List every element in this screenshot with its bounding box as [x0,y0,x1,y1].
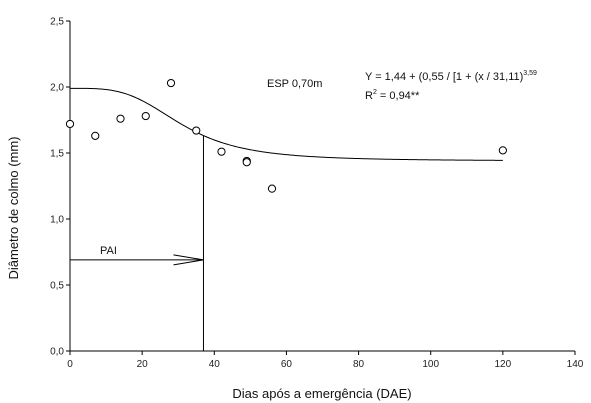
y-tick-label: 2,0 [50,83,64,94]
data-point [65,119,75,129]
pai-arrowhead [173,254,204,266]
equation-exponent: 3,59 [523,70,537,77]
x-tick-label: 80 [353,359,365,370]
x-axis-label: Dias após a emergência (DAE) [232,386,411,401]
x-tick-label: 60 [281,359,293,370]
data-point [242,158,251,167]
pai-group: PAI [70,135,204,351]
data-point [141,111,150,121]
equation-main: Y = 1,44 + (0,55 / [1 + (x / 31,11) [365,71,523,83]
data-point [498,146,507,155]
r2-superscript: 2 [373,89,377,96]
ticks: 0 20 40 60 80 100 120 140 0,0 0,5 1,0 1,5 2,0 2,5 [50,17,584,371]
r2-value: = 0,94** [377,90,420,102]
data-point [166,78,176,88]
data-point [116,114,125,123]
y-tick-label: 0,5 [50,281,64,292]
data-points [65,78,507,193]
y-tick-label: 1,5 [50,149,64,160]
y-tick-label: 0,0 [50,347,64,358]
y-axis-label: Diâmetro de colmo (mm) [6,136,21,279]
equation-annotation: Y = 1,44 + (0,55 / [1 + (x / 31,11)3,59 [365,70,537,83]
x-tick-label: 20 [137,359,149,370]
data-point [91,131,100,140]
data-point [192,126,201,135]
x-tick-label: 120 [495,359,512,370]
x-tick-label: 100 [422,359,439,370]
x-tick-label: 140 [567,359,584,370]
x-tick-label: 40 [209,359,221,370]
data-point [267,184,277,193]
data-point [217,147,226,156]
y-tick-label: 2,5 [50,17,64,28]
fit-curve [70,87,503,161]
r2-annotation: R2 = 0,94** [365,89,420,102]
axes [69,21,575,352]
pai-label: PAI [100,245,117,257]
fit-curve-group [70,87,503,161]
x-tick-label: 0 [67,359,73,370]
r2-prefix: R [365,90,373,102]
y-tick-label: 1,0 [50,215,64,226]
esp-annotation: ESP 0,70m [267,78,322,90]
